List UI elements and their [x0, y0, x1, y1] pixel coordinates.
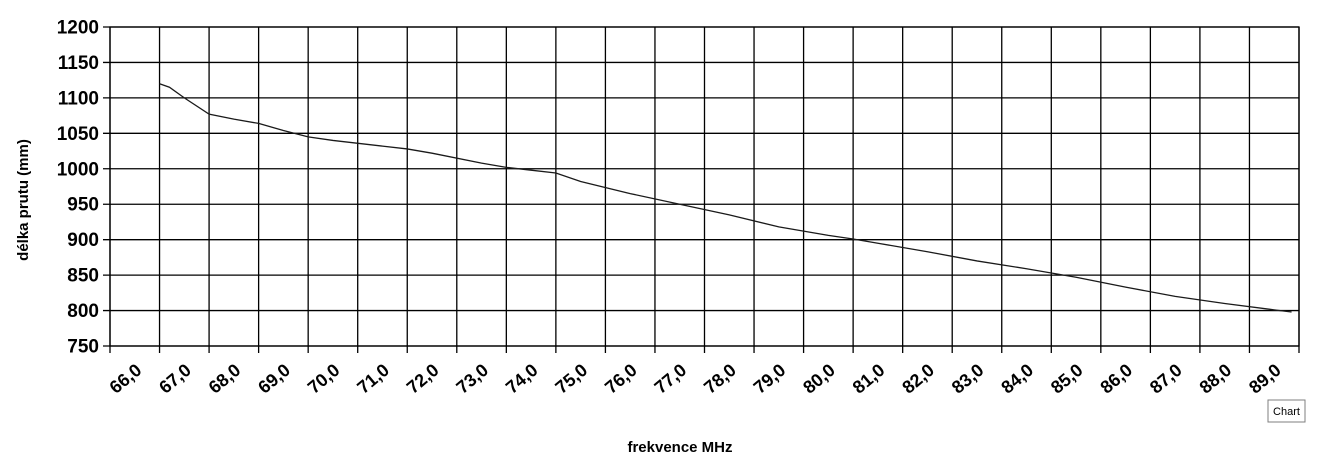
y-tick-label: 1150	[58, 53, 99, 74]
x-tick-label: 66,0	[106, 360, 146, 398]
x-tick-label: 86,0	[1096, 360, 1136, 398]
grid	[103, 26, 1300, 353]
x-tick-label: 76,0	[601, 360, 641, 398]
y-tick-label: 850	[67, 266, 99, 287]
x-tick-label: 69,0	[254, 360, 294, 398]
x-tick-label: 83,0	[948, 360, 988, 398]
y-tick-label: 900	[67, 230, 99, 251]
x-tick-label: 78,0	[700, 360, 740, 398]
x-tick-label: 68,0	[205, 360, 245, 398]
x-tick-label: 75,0	[552, 360, 592, 398]
y-axis-title: délka prutu (mm)	[15, 139, 32, 261]
y-tick-label: 1000	[57, 159, 99, 180]
x-tick-label: 77,0	[651, 360, 691, 398]
y-tick-label: 800	[67, 301, 99, 322]
x-tick-label: 67,0	[155, 360, 195, 398]
y-tick-label: 1100	[58, 88, 99, 109]
x-tick-label: 73,0	[452, 360, 492, 398]
y-axis-tick-labels: 750 800 850 900 950 1000 1050 1100 1150 1200	[57, 18, 99, 358]
x-tick-label: 74,0	[502, 360, 542, 398]
x-tick-label: 71,0	[353, 360, 393, 398]
x-tick-label: 89,0	[1245, 360, 1285, 398]
x-tick-label: 80,0	[799, 360, 839, 398]
x-tick-label: 82,0	[898, 360, 938, 398]
y-tick-label: 1050	[57, 124, 99, 145]
y-tick-label: 750	[67, 337, 99, 358]
chart-badge-label: Chart	[1273, 406, 1300, 418]
x-tick-label: 81,0	[849, 360, 889, 398]
y-tick-label: 950	[67, 195, 99, 216]
x-tick-label: 85,0	[1047, 360, 1087, 398]
x-axis-tick-labels: 66,0 67,0 68,0 69,0 70,0 71,0 72,0 73,0 74,0 75,0…	[106, 360, 1285, 398]
chart-badge[interactable]: Chart	[1267, 399, 1306, 423]
x-tick-label: 84,0	[997, 360, 1037, 398]
plot-area-frame	[109, 26, 1300, 347]
x-tick-label: 70,0	[304, 360, 344, 398]
x-tick-label: 87,0	[1146, 360, 1186, 398]
y-tick-label: 1200	[57, 18, 99, 39]
x-tick-label: 88,0	[1196, 360, 1236, 398]
x-tick-label: 72,0	[403, 360, 443, 398]
x-tick-label: 79,0	[750, 360, 790, 398]
x-axis-title: frekvence MHz	[627, 439, 732, 456]
series-line	[159, 83, 1292, 313]
chart-badge-frame	[1267, 399, 1306, 423]
